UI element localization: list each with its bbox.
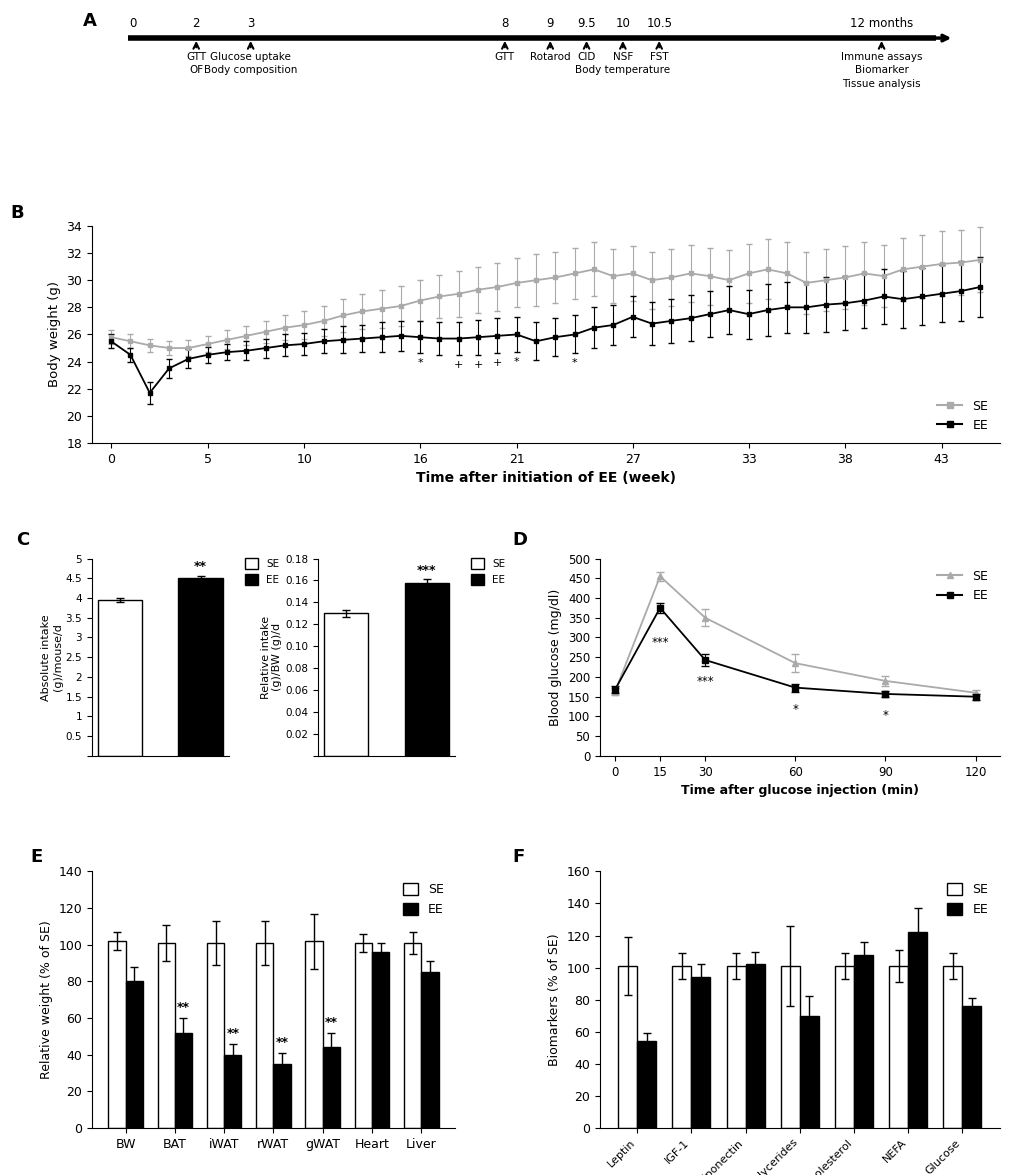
Text: *: *: [417, 358, 423, 368]
Text: **: **: [324, 1016, 337, 1029]
Bar: [224, 1055, 242, 1128]
Bar: [637, 1041, 655, 1128]
Text: E: E: [30, 848, 42, 866]
Text: ***: ***: [651, 636, 668, 649]
Bar: [305, 941, 322, 1128]
Text: *: *: [792, 703, 798, 716]
Text: Glucose uptake: Glucose uptake: [210, 53, 290, 62]
Y-axis label: Relative weight (% of SE): Relative weight (% of SE): [40, 920, 53, 1079]
Bar: [853, 955, 872, 1128]
Legend: SE, EE: SE, EE: [240, 553, 283, 589]
Y-axis label: Relative intake
(g)/BW (g)/d: Relative intake (g)/BW (g)/d: [261, 616, 282, 699]
Bar: [835, 966, 853, 1128]
Y-axis label: Body weight (g): Body weight (g): [48, 282, 60, 388]
Bar: [618, 966, 637, 1128]
Text: C: C: [16, 531, 30, 549]
Text: ***: ***: [696, 674, 713, 689]
Y-axis label: Biomarkers (% of SE): Biomarkers (% of SE): [547, 933, 560, 1066]
Text: Body temperature: Body temperature: [575, 66, 669, 75]
Bar: [158, 942, 174, 1128]
Bar: [962, 1006, 980, 1128]
Text: *: *: [514, 357, 519, 367]
Bar: [322, 1047, 339, 1128]
Text: Biomarker: Biomarker: [854, 66, 908, 75]
Bar: [125, 981, 143, 1128]
Bar: [207, 942, 224, 1128]
Bar: [256, 942, 273, 1128]
Bar: [799, 1015, 818, 1128]
Text: *: *: [643, 1056, 649, 1069]
Bar: [726, 966, 745, 1128]
Text: GTT: GTT: [185, 53, 206, 62]
Y-axis label: Absolute intake
(g)/mouse/d: Absolute intake (g)/mouse/d: [41, 613, 62, 700]
Bar: [355, 942, 372, 1128]
Bar: [907, 932, 926, 1128]
Text: Tissue analysis: Tissue analysis: [842, 79, 920, 88]
Legend: SE, EE: SE, EE: [942, 878, 993, 921]
Text: ***: ***: [961, 1021, 980, 1034]
Bar: [174, 1033, 192, 1128]
Text: Immune assays: Immune assays: [840, 53, 921, 62]
Text: ***: ***: [417, 564, 436, 577]
Bar: [98, 600, 142, 756]
Text: Body composition: Body composition: [204, 66, 298, 75]
Text: D: D: [512, 531, 527, 549]
Text: NSF: NSF: [612, 53, 633, 62]
Text: **: **: [194, 559, 207, 572]
Bar: [421, 972, 438, 1128]
Bar: [324, 613, 368, 756]
Text: F: F: [512, 848, 524, 866]
Bar: [781, 966, 799, 1128]
Bar: [405, 583, 448, 756]
Text: *: *: [572, 358, 577, 368]
Text: 10.5: 10.5: [646, 18, 672, 31]
Text: Rotarod: Rotarod: [530, 53, 570, 62]
Text: *: *: [881, 709, 888, 721]
Legend: SE, EE: SE, EE: [467, 553, 508, 589]
Legend: SE, EE: SE, EE: [931, 565, 993, 607]
Text: 8: 8: [500, 18, 508, 31]
Text: 3: 3: [247, 18, 254, 31]
Text: FST: FST: [649, 53, 667, 62]
Text: CID: CID: [577, 53, 595, 62]
Text: OF: OF: [189, 66, 203, 75]
Text: **: **: [275, 1036, 288, 1049]
Legend: SE, EE: SE, EE: [931, 395, 993, 437]
Bar: [889, 966, 907, 1128]
Text: 10: 10: [614, 18, 630, 31]
Text: +: +: [492, 358, 501, 368]
Text: 9.5: 9.5: [577, 18, 595, 31]
Legend: SE, EE: SE, EE: [397, 878, 448, 921]
Bar: [745, 965, 764, 1128]
Text: +: +: [473, 360, 482, 370]
Bar: [108, 941, 125, 1128]
Text: 0: 0: [128, 18, 137, 31]
Bar: [273, 1063, 290, 1128]
X-axis label: Time after glucose injection (min): Time after glucose injection (min): [680, 784, 918, 797]
Text: 12 months: 12 months: [849, 18, 912, 31]
Bar: [672, 966, 691, 1128]
Y-axis label: Blood glucose (mg/dl): Blood glucose (mg/dl): [549, 589, 561, 726]
Text: **: **: [177, 1001, 190, 1014]
Text: **: **: [226, 1027, 239, 1040]
Bar: [372, 952, 389, 1128]
Text: 9: 9: [546, 18, 553, 31]
Bar: [178, 578, 222, 756]
X-axis label: Time after initiation of EE (week): Time after initiation of EE (week): [416, 471, 675, 485]
Bar: [404, 942, 421, 1128]
Text: GTT: GTT: [494, 53, 515, 62]
Bar: [691, 978, 709, 1128]
Bar: [943, 966, 962, 1128]
Text: A: A: [83, 12, 97, 29]
Text: +: +: [453, 360, 463, 370]
Text: 2: 2: [193, 18, 200, 31]
Text: B: B: [10, 203, 23, 222]
